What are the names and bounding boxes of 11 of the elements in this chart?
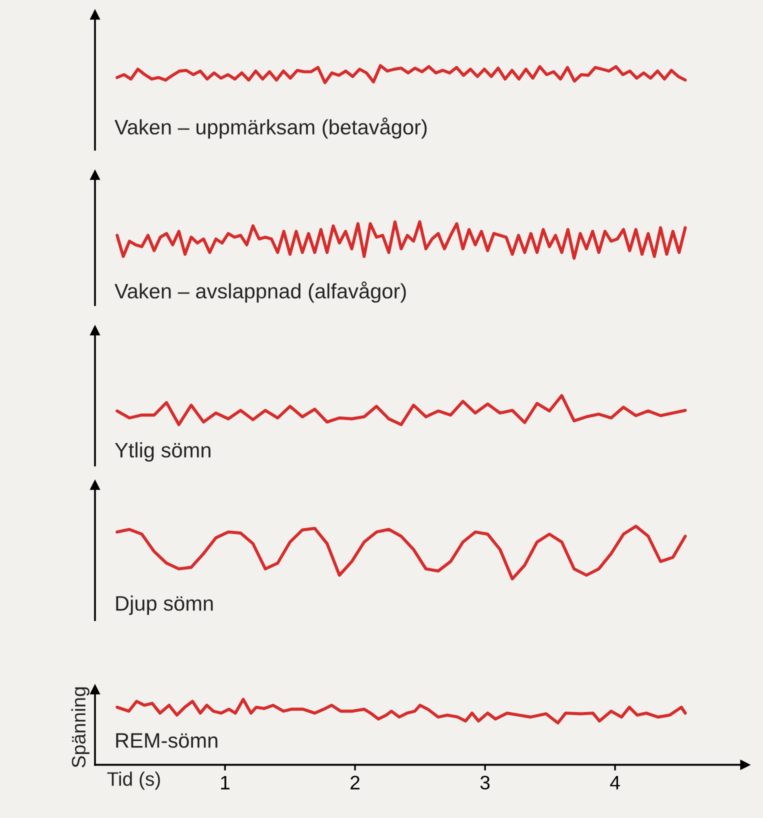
x-axis-title: Tid (s) [107,772,160,790]
text: Vaken – avslappnad (alfavågor) [114,282,406,303]
text: Ytlig sömn [114,442,210,462]
text: Vaken – uppmärksam (betavågor) [114,118,427,139]
text: Djup sömn [116,595,213,615]
y-axis-title: Spänning [71,687,90,768]
x-tick-label: 2 [350,776,360,790]
x-tick-label: 4 [610,776,620,790]
text: REM-sömn [116,733,218,748]
x-tick-label: 3 [480,776,490,790]
x-tick-label: 1 [221,776,230,790]
